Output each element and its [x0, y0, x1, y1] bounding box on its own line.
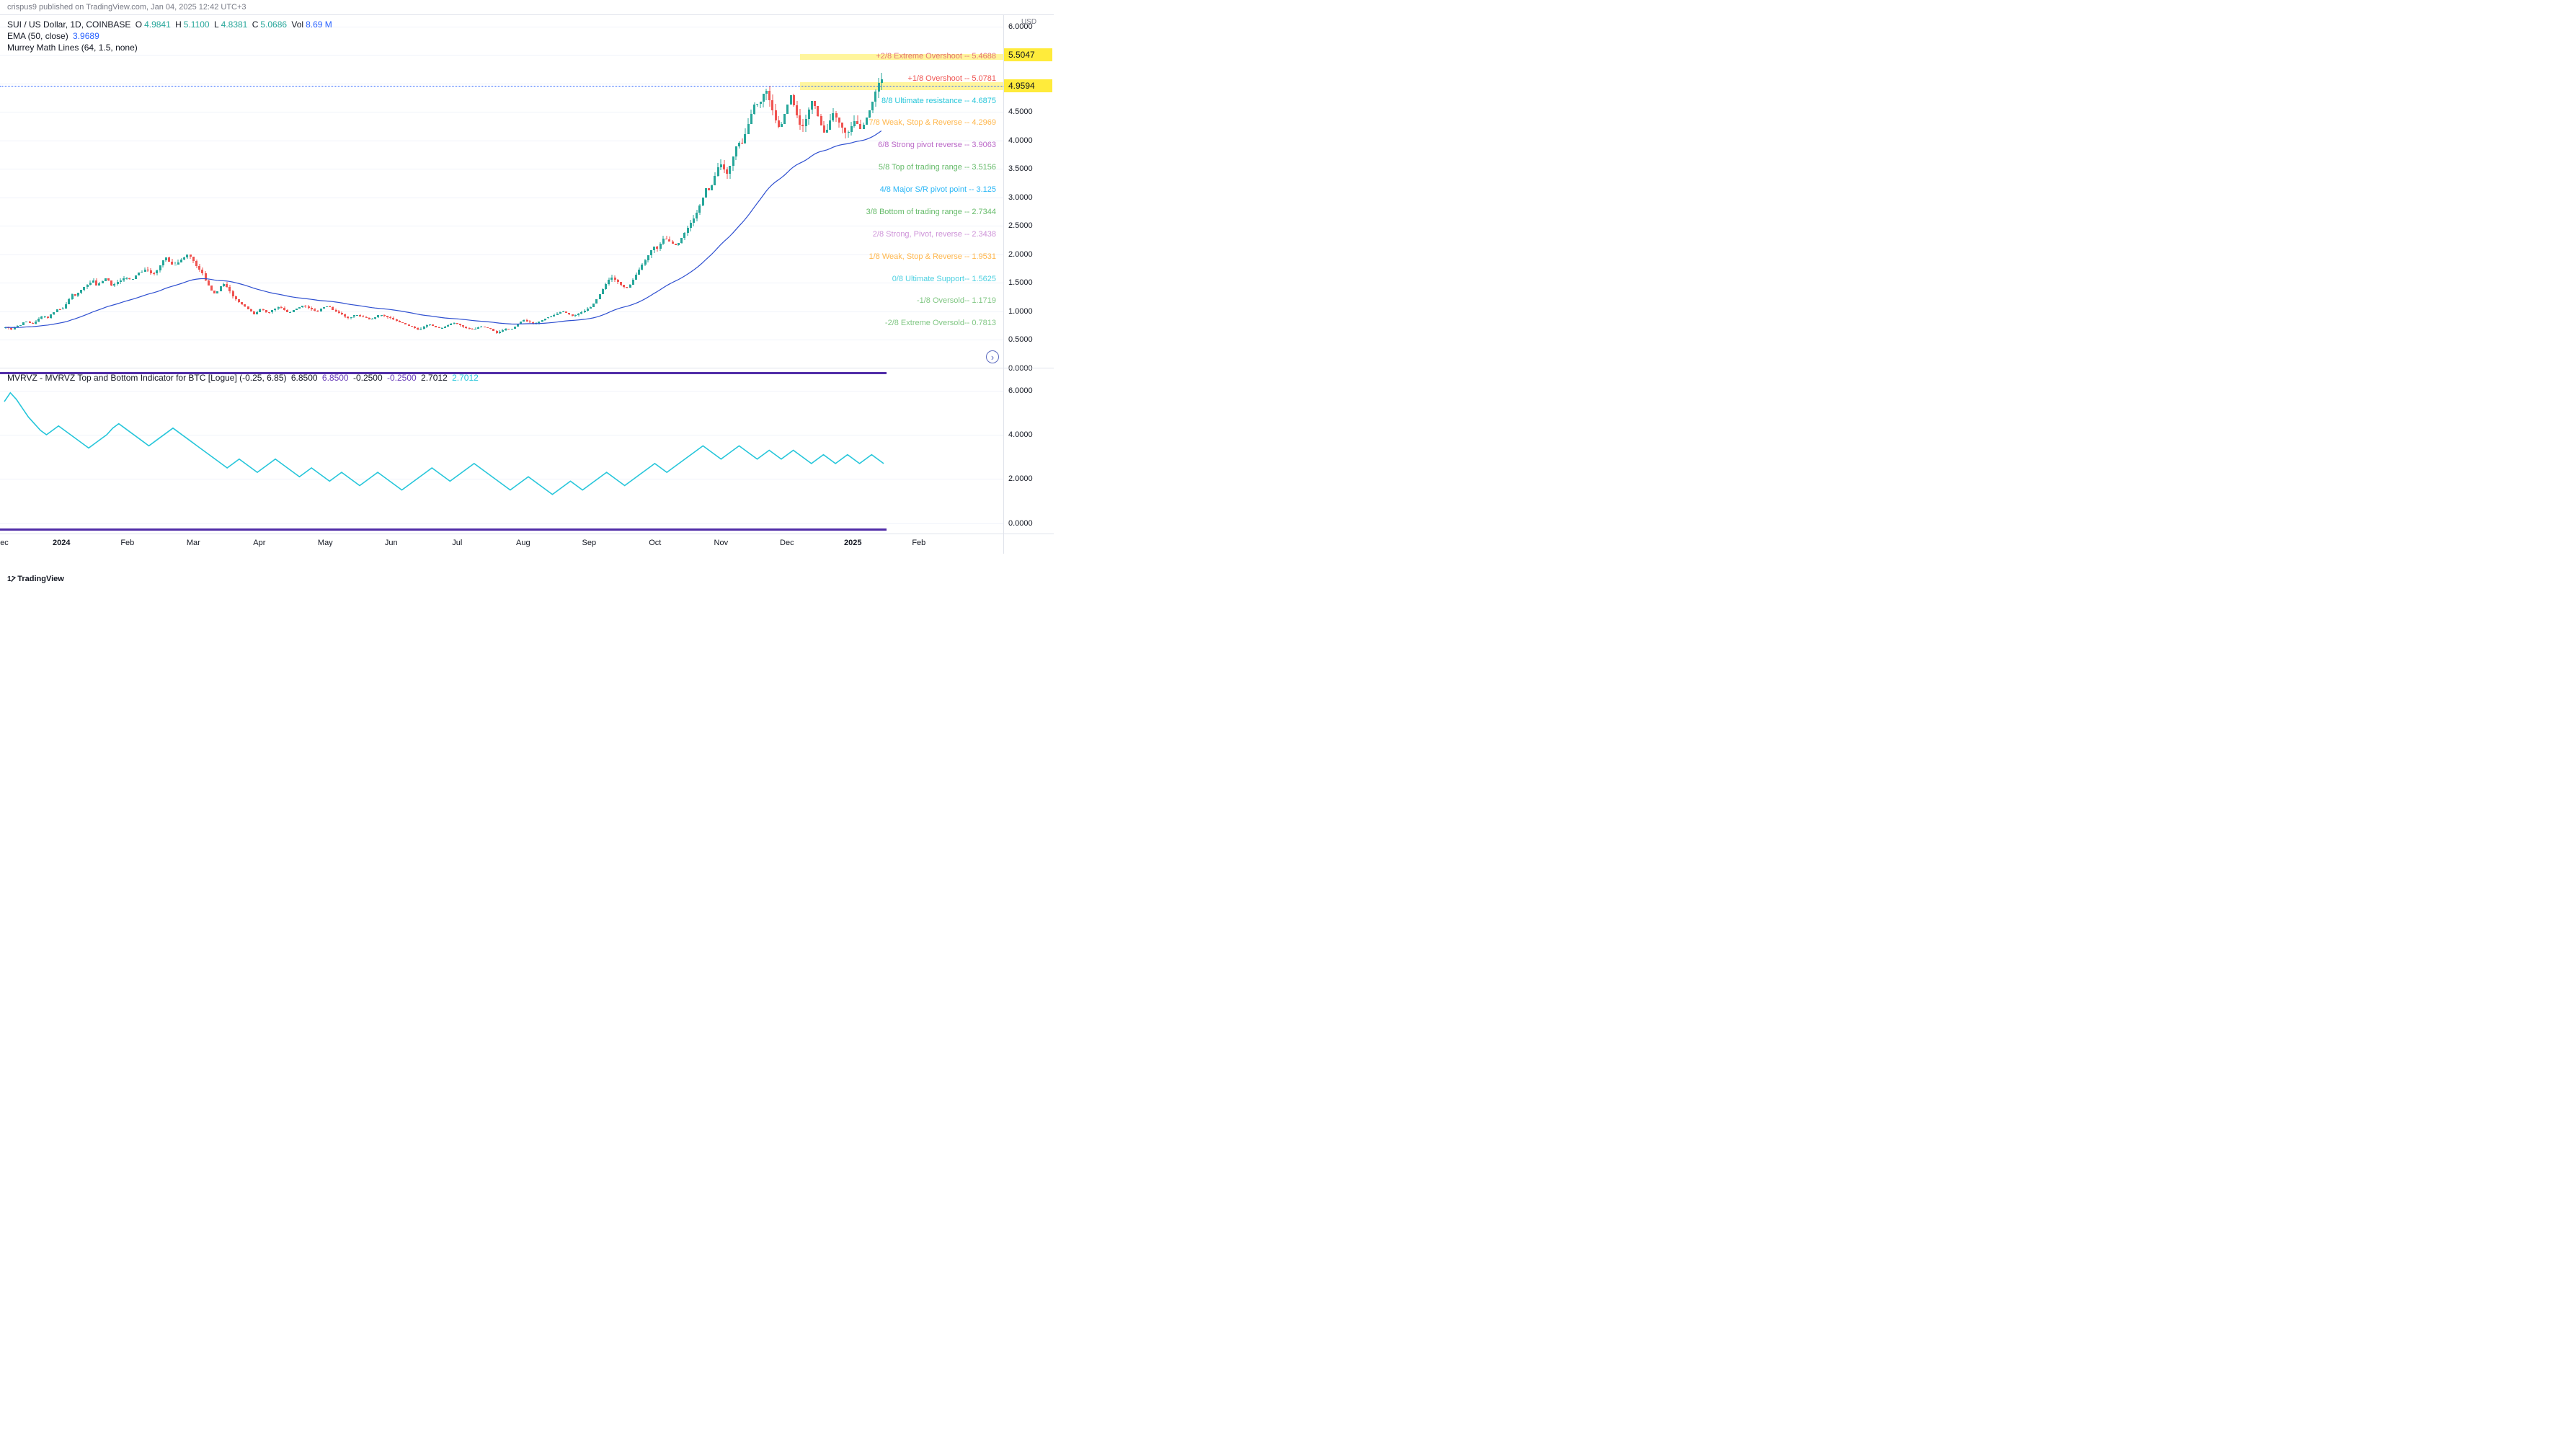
high-value: 5.1100	[184, 19, 210, 30]
x-tick-label: Aug	[516, 539, 530, 547]
x-tick-label: Jun	[385, 539, 398, 547]
x-tick-label: Mar	[187, 539, 200, 547]
mml-level-label: 7/8 Weak, Stop & Reverse -- 4.2969	[869, 118, 997, 127]
y-tick-label: 2.0000	[1008, 474, 1033, 483]
y-tick-label: 2.0000	[1008, 250, 1033, 259]
x-tick-label: Apr	[253, 539, 265, 547]
mml-level-label: 2/8 Strong, Pivot, reverse -- 2.3438	[873, 230, 996, 239]
close-value: 5.0686	[260, 19, 287, 30]
x-tick-label: Feb	[912, 539, 925, 547]
mml-level-label: -1/8 Oversold-- 1.1719	[917, 296, 996, 305]
indicator-legend: MVRVZ - MVRVZ Top and Bottom Indicator f…	[7, 373, 481, 384]
time-axis[interactable]: ec 2024 Feb Mar Apr May Jun Jul Aug Sep Oct Nov Dec 2…	[0, 534, 1054, 554]
x-tick-label: 2024	[53, 539, 70, 547]
x-tick-label: 2025	[844, 539, 861, 547]
mml-level-label: +1/8 Overshoot -- 5.0781	[907, 74, 996, 83]
mml-level-label: +2/8 Extreme Overshoot -- 5.4688	[876, 52, 996, 61]
y-tick-label: 0.5000	[1008, 335, 1033, 344]
x-tick-label: Nov	[714, 539, 729, 547]
y-tick-label: 1.0000	[1008, 307, 1033, 316]
low-value: 4.8381	[221, 19, 248, 30]
x-tick-label: Feb	[120, 539, 134, 547]
y-tick-label: 6.0000	[1008, 386, 1033, 395]
current-price-line	[0, 86, 1003, 87]
open-value: 4.9841	[144, 19, 171, 30]
publish-header: crispus9 published on TradingView.com, J…	[0, 0, 1054, 14]
x-tick-label: Dec	[780, 539, 794, 547]
y-tick-label: 3.0000	[1008, 193, 1033, 202]
ema-label: EMA (50, close)	[7, 31, 68, 41]
mml-legend-row: Murrey Math Lines (64, 1.5, none)	[7, 43, 334, 53]
mml-level-label: 3/8 Bottom of trading range -- 2.7344	[866, 208, 996, 216]
price-pane: SUI / US Dollar, 1D, COINBASE O4.9841 H5…	[0, 14, 1054, 368]
indicator-y-axis[interactable]: 6.0000 4.0000 2.0000 0.0000	[1003, 368, 1054, 534]
indicator-pane: MVRVZ - MVRVZ Top and Bottom Indicator f…	[0, 368, 1054, 534]
ema-value: 3.9689	[73, 31, 99, 41]
indicator-chart-area[interactable]: MVRVZ - MVRVZ Top and Bottom Indicator f…	[0, 368, 1003, 534]
x-tick-label: Oct	[649, 539, 661, 547]
tradingview-watermark: 17 TradingView	[7, 575, 64, 583]
mml-level-label: 5/8 Top of trading range -- 3.5156	[879, 163, 996, 172]
y-tick-label: 1.5000	[1008, 278, 1033, 287]
price-legend: SUI / US Dollar, 1D, COINBASE O4.9841 H5…	[7, 19, 334, 54]
y-tick-label: 6.0000	[1008, 22, 1033, 31]
mml-level-label: 8/8 Ultimate resistance -- 4.6875	[881, 97, 996, 105]
price-chart-area[interactable]: SUI / US Dollar, 1D, COINBASE O4.9841 H5…	[0, 15, 1003, 368]
y-tick-label: 3.5000	[1008, 164, 1033, 173]
symbol-label: SUI / US Dollar, 1D, COINBASE	[7, 19, 130, 30]
x-tick-label: ec	[0, 539, 9, 547]
price-highlight: 4.9594	[1004, 79, 1052, 92]
price-highlight: 5.5047	[1004, 48, 1052, 61]
price-y-axis[interactable]: USD 6.00005.50005.00004.50004.00003.5000…	[1003, 15, 1054, 368]
scroll-to-end-button[interactable]: ›	[986, 350, 999, 363]
mml-level-label: 4/8 Major S/R pivot point -- 3.125	[880, 185, 996, 194]
symbol-row: SUI / US Dollar, 1D, COINBASE O4.9841 H5…	[7, 19, 334, 30]
publish-text: crispus9 published on TradingView.com, J…	[7, 3, 247, 12]
y-tick-label: 4.5000	[1008, 107, 1033, 116]
ema-row: EMA (50, close) 3.9689	[7, 31, 334, 41]
mml-level-label: -2/8 Extreme Oversold-- 0.7813	[885, 319, 996, 327]
y-tick-label: 2.5000	[1008, 221, 1033, 230]
x-tick-label: May	[318, 539, 333, 547]
x-tick-label: Jul	[452, 539, 462, 547]
mml-level-label: 0/8 Ultimate Support-- 1.5625	[892, 275, 996, 283]
mml-level-label: 6/8 Strong pivot reverse -- 3.9063	[878, 141, 996, 149]
y-tick-label: 0.0000	[1008, 519, 1033, 528]
vol-value: 8.69 M	[306, 19, 332, 30]
indicator-bound-line	[0, 528, 887, 531]
indicator-title: MVRVZ - MVRVZ Top and Bottom Indicator f…	[7, 373, 287, 383]
x-tick-label: Sep	[582, 539, 597, 547]
y-tick-label: 4.0000	[1008, 136, 1033, 145]
y-tick-label: 4.0000	[1008, 430, 1033, 439]
mml-level-label: 1/8 Weak, Stop & Reverse -- 1.9531	[869, 252, 997, 261]
mml-legend: Murrey Math Lines (64, 1.5, none)	[7, 43, 138, 53]
